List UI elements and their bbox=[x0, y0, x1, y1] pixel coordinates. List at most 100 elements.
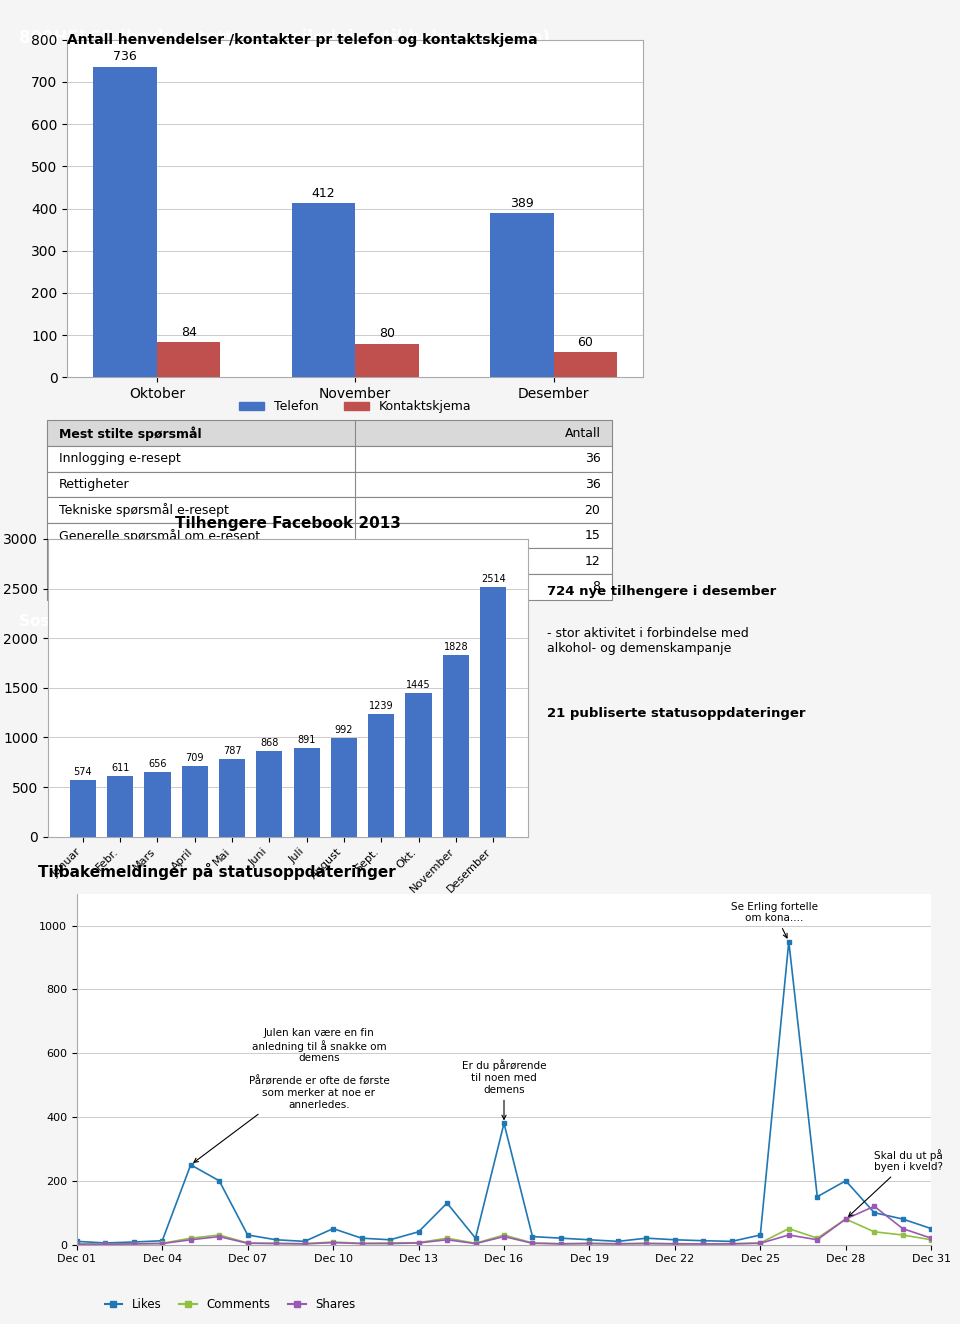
Bar bbox=[443, 655, 468, 837]
Likes bbox=[897, 1211, 908, 1227]
Comments bbox=[469, 1235, 481, 1251]
Shares bbox=[242, 1235, 253, 1251]
Bar bbox=[256, 751, 282, 837]
Text: Generelle spørsmål om e-resept: Generelle spørsmål om e-resept bbox=[59, 528, 259, 543]
Comments bbox=[100, 1237, 111, 1253]
Shares bbox=[897, 1221, 908, 1237]
Text: Sosiale medier: Sosiale medier bbox=[19, 614, 146, 629]
Text: 736: 736 bbox=[113, 50, 137, 64]
Shares bbox=[327, 1235, 339, 1251]
Text: 868: 868 bbox=[260, 737, 278, 748]
Comments bbox=[783, 1221, 795, 1237]
Comments bbox=[498, 1227, 510, 1243]
Text: 992: 992 bbox=[335, 726, 353, 735]
Comments bbox=[555, 1235, 566, 1251]
Shares bbox=[100, 1237, 111, 1253]
Text: 787: 787 bbox=[223, 745, 241, 756]
Shares bbox=[271, 1235, 282, 1251]
Shares bbox=[555, 1237, 566, 1253]
Comments bbox=[271, 1235, 282, 1251]
Text: 8: 8 bbox=[592, 580, 600, 593]
Likes bbox=[811, 1189, 823, 1205]
Likes bbox=[413, 1223, 424, 1239]
Comments bbox=[869, 1223, 880, 1239]
Likes bbox=[698, 1233, 709, 1249]
Text: 1828: 1828 bbox=[444, 642, 468, 653]
FancyBboxPatch shape bbox=[47, 498, 612, 523]
Text: Mest stilte spørsmål: Mest stilte spørsmål bbox=[59, 426, 202, 441]
Shares bbox=[726, 1237, 737, 1253]
Shares bbox=[527, 1235, 539, 1251]
Likes bbox=[71, 1234, 83, 1250]
Shares bbox=[128, 1237, 139, 1253]
Comments bbox=[584, 1235, 595, 1251]
Likes bbox=[242, 1227, 253, 1243]
Likes bbox=[783, 933, 795, 949]
Text: Se Erling fortelle
om kona....: Se Erling fortelle om kona.... bbox=[732, 902, 818, 937]
Comments bbox=[698, 1237, 709, 1253]
Comments bbox=[213, 1227, 225, 1243]
Likes bbox=[640, 1230, 652, 1246]
Comments bbox=[755, 1235, 766, 1251]
Shares bbox=[442, 1231, 453, 1247]
Comments bbox=[669, 1235, 681, 1251]
Likes bbox=[327, 1221, 339, 1237]
Comments bbox=[299, 1235, 310, 1251]
Shares bbox=[925, 1230, 937, 1246]
Likes bbox=[271, 1231, 282, 1247]
Bar bbox=[144, 772, 171, 837]
Likes bbox=[840, 1173, 852, 1189]
Bar bbox=[405, 694, 432, 837]
Likes bbox=[555, 1230, 566, 1246]
Shares bbox=[384, 1235, 396, 1251]
Text: Tilbakemeldinger på statusoppdateringer: Tilbakemeldinger på statusoppdateringer bbox=[38, 863, 396, 880]
Comments bbox=[384, 1235, 396, 1251]
Likes bbox=[726, 1234, 737, 1250]
Likes bbox=[299, 1234, 310, 1250]
FancyBboxPatch shape bbox=[47, 523, 612, 548]
Text: 724 nye tilhengere i desember: 724 nye tilhengere i desember bbox=[547, 585, 777, 598]
Text: 656: 656 bbox=[148, 759, 167, 769]
Comments bbox=[925, 1231, 937, 1247]
Shares bbox=[185, 1231, 197, 1247]
Shares bbox=[71, 1237, 83, 1253]
Bar bbox=[480, 587, 506, 837]
Shares bbox=[669, 1237, 681, 1253]
Comments bbox=[811, 1230, 823, 1246]
Shares bbox=[755, 1235, 766, 1251]
Text: 611: 611 bbox=[111, 763, 130, 773]
Shares bbox=[413, 1235, 424, 1251]
Shares bbox=[498, 1229, 510, 1245]
Text: 15: 15 bbox=[585, 530, 600, 542]
Text: 709: 709 bbox=[185, 753, 204, 764]
Comments bbox=[185, 1230, 197, 1246]
Shares bbox=[783, 1227, 795, 1243]
Likes bbox=[442, 1196, 453, 1211]
Comments bbox=[612, 1235, 624, 1251]
FancyBboxPatch shape bbox=[47, 421, 612, 446]
Bar bbox=[490, 213, 554, 377]
FancyBboxPatch shape bbox=[47, 575, 612, 600]
Bar bbox=[70, 780, 96, 837]
Shares bbox=[299, 1237, 310, 1253]
Likes bbox=[128, 1234, 139, 1250]
Text: Skal du ut på
byen i kveld?: Skal du ut på byen i kveld? bbox=[849, 1149, 943, 1217]
Shares bbox=[840, 1211, 852, 1227]
Text: Rettigheter: Rettigheter bbox=[59, 478, 130, 491]
Line: Shares: Shares bbox=[75, 1205, 933, 1246]
Text: 891: 891 bbox=[298, 735, 316, 745]
Legend: Likes, Comments, Shares: Likes, Comments, Shares bbox=[100, 1294, 360, 1316]
Shares bbox=[156, 1235, 168, 1251]
Shares bbox=[869, 1198, 880, 1214]
Likes bbox=[527, 1229, 539, 1245]
Text: Antall henvendelser /kontakter pr telefon og kontaktskjema: Antall henvendelser /kontakter pr telefo… bbox=[67, 33, 538, 48]
Bar bbox=[108, 776, 133, 837]
Comments bbox=[640, 1235, 652, 1251]
Comments bbox=[71, 1237, 83, 1253]
Bar bbox=[292, 204, 355, 377]
Text: Tekniske spørsmål e-resept: Tekniske spørsmål e-resept bbox=[59, 503, 228, 516]
Comments bbox=[897, 1227, 908, 1243]
Comments bbox=[156, 1235, 168, 1251]
Text: 1445: 1445 bbox=[406, 681, 431, 690]
Likes bbox=[669, 1231, 681, 1247]
